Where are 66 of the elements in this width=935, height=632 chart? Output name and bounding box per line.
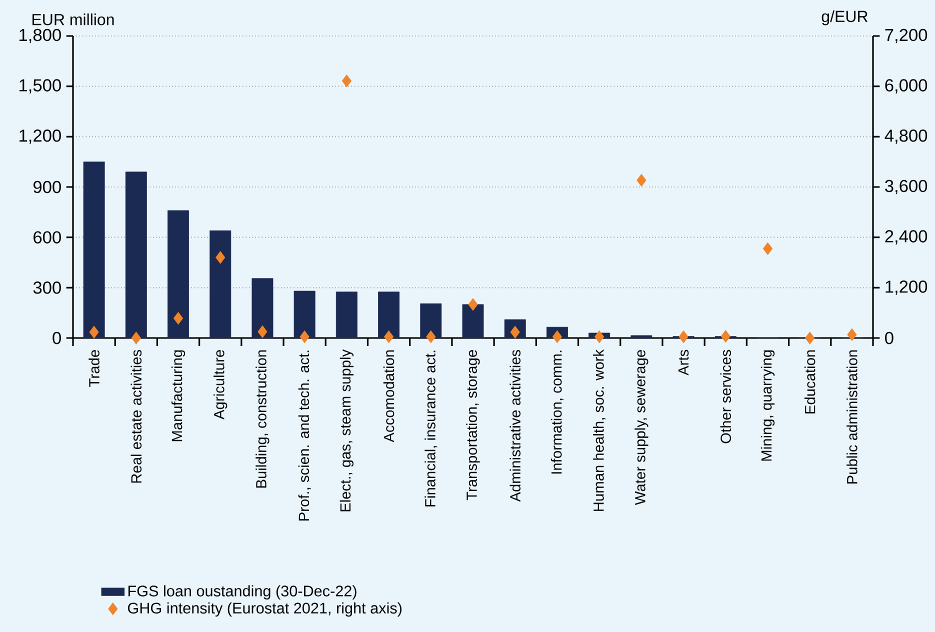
- y-axis-title: EUR million: [32, 14, 114, 26]
- point: [342, 74, 352, 88]
- y2-tick-label: 0: [885, 332, 894, 344]
- bar: [210, 230, 232, 338]
- point: [468, 298, 478, 311]
- x-tick-label: Manufacturing: [171, 350, 186, 442]
- legend-label: FGS loan oustanding (30-Dec-22): [128, 585, 356, 600]
- x-tick-label: Information, comm.: [550, 350, 564, 474]
- bar: [294, 290, 316, 338]
- y-tick-label: 1,200: [20, 130, 61, 144]
- y2-tick-label: 1,200: [886, 280, 928, 295]
- y-tick-label: 0: [52, 332, 61, 344]
- x-tick-label: Water supply, sewerage: [634, 350, 648, 506]
- x-tick-label: Financial, insurance act.: [424, 350, 438, 506]
- y2-axis-title: g/EUR: [822, 10, 868, 26]
- bar: [630, 335, 652, 338]
- x-tick-label: Elect., gas, steam supply: [340, 349, 354, 512]
- x-tick-label: Human health, soc. work: [593, 349, 606, 511]
- y2-tick-label: 3,600: [885, 180, 928, 194]
- x-tick-label: Mining, quarrying: [760, 350, 775, 461]
- y-tick-label: 900: [34, 180, 61, 194]
- x-tick-label: Building, construction: [256, 350, 270, 488]
- point: [384, 330, 394, 344]
- x-tick-label: Real estate activities: [130, 350, 142, 483]
- y-tick-label: 1,500: [20, 79, 61, 94]
- point: [762, 242, 773, 255]
- point: [258, 325, 268, 338]
- x-tick-label: Prof., scien. and tech. act.: [298, 350, 311, 520]
- y-tick-label: 1,800: [20, 28, 61, 44]
- point: [173, 312, 184, 325]
- y2-tick-label: 6,000: [885, 79, 928, 94]
- point: [552, 330, 562, 344]
- x-tick-label: Arts: [678, 350, 689, 376]
- point: [426, 330, 436, 344]
- y2-tick-label: 7,200: [885, 28, 928, 44]
- point: [847, 328, 857, 341]
- point: [720, 330, 730, 343]
- bar: [378, 292, 400, 338]
- y2-tick-label: 2,400: [885, 230, 928, 244]
- x-tick-label: Public administration: [846, 350, 858, 484]
- x-tick-label: Other services: [720, 350, 732, 444]
- point: [131, 332, 141, 344]
- x-tick-label: Education: [804, 350, 816, 414]
- bar: [168, 210, 189, 338]
- x-tick-label: Accomodation: [383, 350, 394, 442]
- bar: [125, 172, 147, 338]
- point: [300, 330, 310, 344]
- point: [594, 330, 604, 344]
- x-tick-label: Administrative activities: [510, 350, 520, 502]
- x-tick-label: Trade: [88, 350, 100, 387]
- bar: [462, 304, 484, 338]
- y-tick-label: 300: [33, 282, 61, 294]
- x-tick-label: Transportation, storage: [466, 350, 480, 500]
- point: [805, 332, 815, 344]
- point: [216, 251, 226, 264]
- bar: [252, 278, 274, 338]
- point: [636, 174, 646, 187]
- x-tick-label: Agriculture: [214, 350, 228, 420]
- legend-label: GHG intensity (Eurostat 2021, right axis): [128, 602, 402, 617]
- y2-tick-label: 4,800: [884, 130, 928, 144]
- bar: [83, 162, 105, 338]
- point: [678, 330, 688, 344]
- bar: [336, 292, 358, 338]
- point: [89, 326, 99, 338]
- bar: [420, 303, 442, 338]
- y-tick-label: 600: [34, 231, 61, 244]
